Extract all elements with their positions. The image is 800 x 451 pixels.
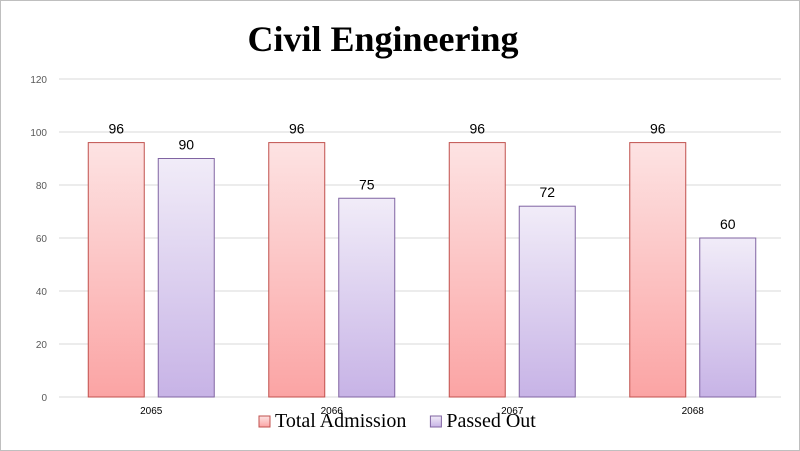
data-label: 90 [178,137,194,153]
bar-total-admission-2065 [87,142,145,398]
chart-title: Civil Engineering [247,19,518,59]
y-tick-label: 100 [30,128,47,139]
y-tick-label: 20 [36,340,48,351]
data-label: 75 [359,176,375,192]
bar-total-admission-2067 [448,142,506,398]
bars: 96 90 96 75 96 72 96 60 [87,121,757,398]
data-label: 96 [469,121,485,137]
y-tick-label: 120 [30,75,47,86]
data-label: 60 [720,216,736,232]
bar-total-admission-2068 [629,142,687,398]
x-axis-ticks: 2065 2066 2067 2068 [140,406,704,417]
x-tick-label: 2068 [682,406,705,417]
y-axis-ticks: 0 20 40 60 80 100 120 [30,75,47,404]
y-tick-label: 60 [36,234,48,245]
legend: Total Admission Passed Out [258,410,536,432]
y-tick-label: 40 [36,287,48,298]
data-label: 72 [539,184,555,200]
bar-passed-out-2066 [338,197,396,398]
bar-passed-out-2068 [699,237,757,398]
legend-label: Total Admission [275,410,406,432]
bar-passed-out-2065 [157,158,215,398]
x-tick-label: 2067 [501,406,524,417]
y-tick-label: 0 [41,393,47,404]
data-label: 96 [289,121,305,137]
bar-passed-out-2067 [518,205,576,398]
x-tick-label: 2065 [140,406,163,417]
data-label: 96 [108,121,124,137]
y-tick-label: 80 [36,181,48,192]
x-tick-label: 2066 [321,406,344,417]
data-label: 96 [650,121,666,137]
legend-swatch [258,415,271,428]
bar-total-admission-2066 [268,142,326,398]
legend-label: Passed Out [446,410,536,432]
legend-swatch [429,415,442,428]
